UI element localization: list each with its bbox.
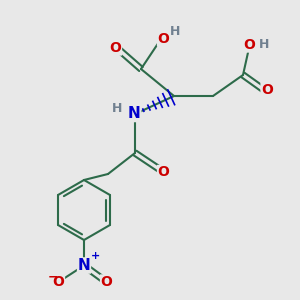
Text: H: H [112, 102, 122, 115]
Text: +: + [91, 251, 100, 261]
Text: H: H [259, 38, 269, 52]
Text: O: O [158, 166, 169, 179]
Text: N: N [78, 258, 90, 273]
Text: H: H [170, 25, 181, 38]
Text: N: N [128, 106, 141, 122]
Text: O: O [158, 32, 169, 46]
Text: O: O [261, 83, 273, 97]
Text: O: O [110, 41, 122, 55]
Text: O: O [100, 275, 112, 289]
Text: −: − [48, 271, 58, 284]
Text: O: O [243, 38, 255, 52]
Text: O: O [52, 275, 64, 289]
